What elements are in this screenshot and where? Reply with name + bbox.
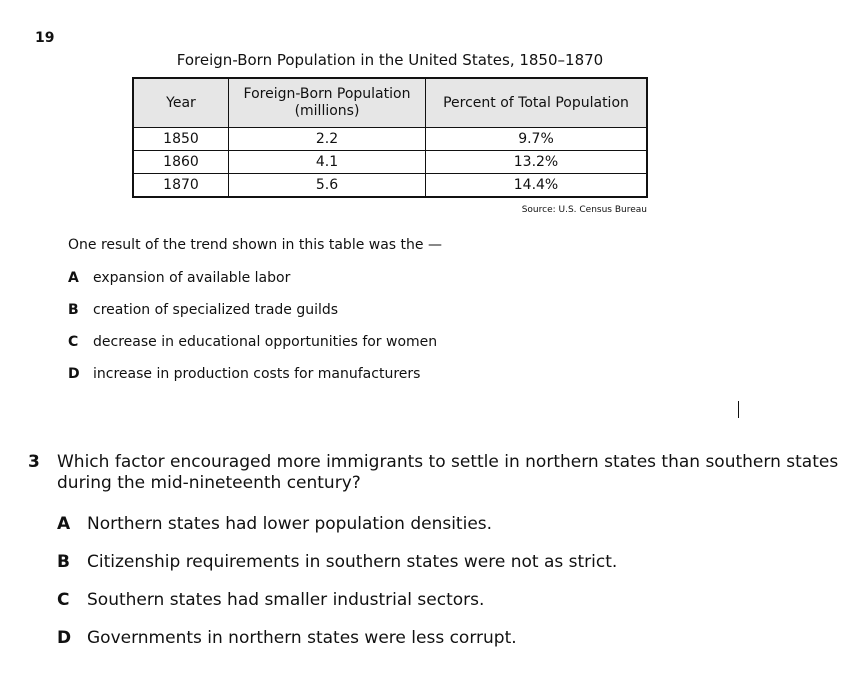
option-text: Northern states had lower population den…: [87, 514, 493, 534]
table-row: 1850 2.2 9.7%: [132, 127, 648, 151]
column-header-percent: Percent of Total Population: [425, 77, 648, 128]
option-letter: A: [68, 270, 79, 286]
option-text: increase in production costs for manufac…: [93, 366, 421, 382]
answer-option-a[interactable]: A expansion of available labor: [68, 270, 437, 302]
table-header-row: Year Foreign-Born Population (millions) …: [132, 77, 648, 128]
option-letter: A: [57, 514, 71, 534]
option-text: expansion of available labor: [93, 270, 291, 286]
option-text: decrease in educational opportunities fo…: [93, 334, 438, 350]
column-header-year: Year: [132, 77, 229, 128]
q3-option-a[interactable]: A Northern states had lower population d…: [57, 514, 617, 552]
answer-options: A expansion of available labor B creatio…: [68, 270, 437, 398]
option-letter: B: [57, 552, 70, 572]
answer-option-c[interactable]: C decrease in educational opportunities …: [68, 334, 437, 366]
table-cell: 4.1: [228, 150, 426, 174]
option-text: Southern states had smaller industrial s…: [87, 590, 485, 610]
table-cell: 5.6: [228, 173, 426, 198]
table-cell: 1870: [132, 173, 229, 198]
option-text: Citizenship requirements in southern sta…: [87, 552, 618, 572]
table-row: 1860 4.1 13.2%: [132, 150, 648, 174]
table-cell: 2.2: [228, 127, 426, 151]
option-text: Governments in northern states were less…: [87, 628, 517, 648]
table-row: 1870 5.6 14.4%: [132, 173, 648, 198]
option-letter: C: [68, 334, 79, 350]
text-cursor: [738, 401, 739, 418]
option-text: creation of specialized trade guilds: [93, 302, 339, 318]
question-3-number: 3: [28, 452, 40, 472]
table-cell: 1850: [132, 127, 229, 151]
data-table: Year Foreign-Born Population (millions) …: [132, 77, 648, 198]
table-cell: 13.2%: [425, 150, 648, 174]
table-cell: 1860: [132, 150, 229, 174]
question-3-stem: Which factor encouraged more immigrants …: [57, 452, 839, 493]
column-header-population-label: Foreign-Born Population (millions): [243, 86, 411, 119]
q3-option-d[interactable]: D Governments in northern states were le…: [57, 628, 617, 666]
table-cell: 14.4%: [425, 173, 648, 198]
answer-option-d[interactable]: D increase in production costs for manuf…: [68, 366, 437, 398]
question-number: 19: [35, 30, 55, 46]
table-cell: 9.7%: [425, 127, 648, 151]
option-letter: D: [57, 628, 72, 648]
answer-option-b[interactable]: B creation of specialized trade guilds: [68, 302, 437, 334]
table-title: Foreign-Born Population in the United St…: [176, 51, 604, 69]
question-3-options: A Northern states had lower population d…: [57, 514, 617, 666]
q3-option-c[interactable]: C Southern states had smaller industrial…: [57, 590, 617, 628]
question-stem: One result of the trend shown in this ta…: [68, 237, 442, 253]
column-header-population: Foreign-Born Population (millions): [228, 77, 426, 128]
option-letter: B: [68, 302, 79, 318]
q3-option-b[interactable]: B Citizenship requirements in southern s…: [57, 552, 617, 590]
option-letter: D: [68, 366, 80, 382]
option-letter: C: [57, 590, 70, 610]
table-source: Source: U.S. Census Bureau: [521, 205, 647, 215]
